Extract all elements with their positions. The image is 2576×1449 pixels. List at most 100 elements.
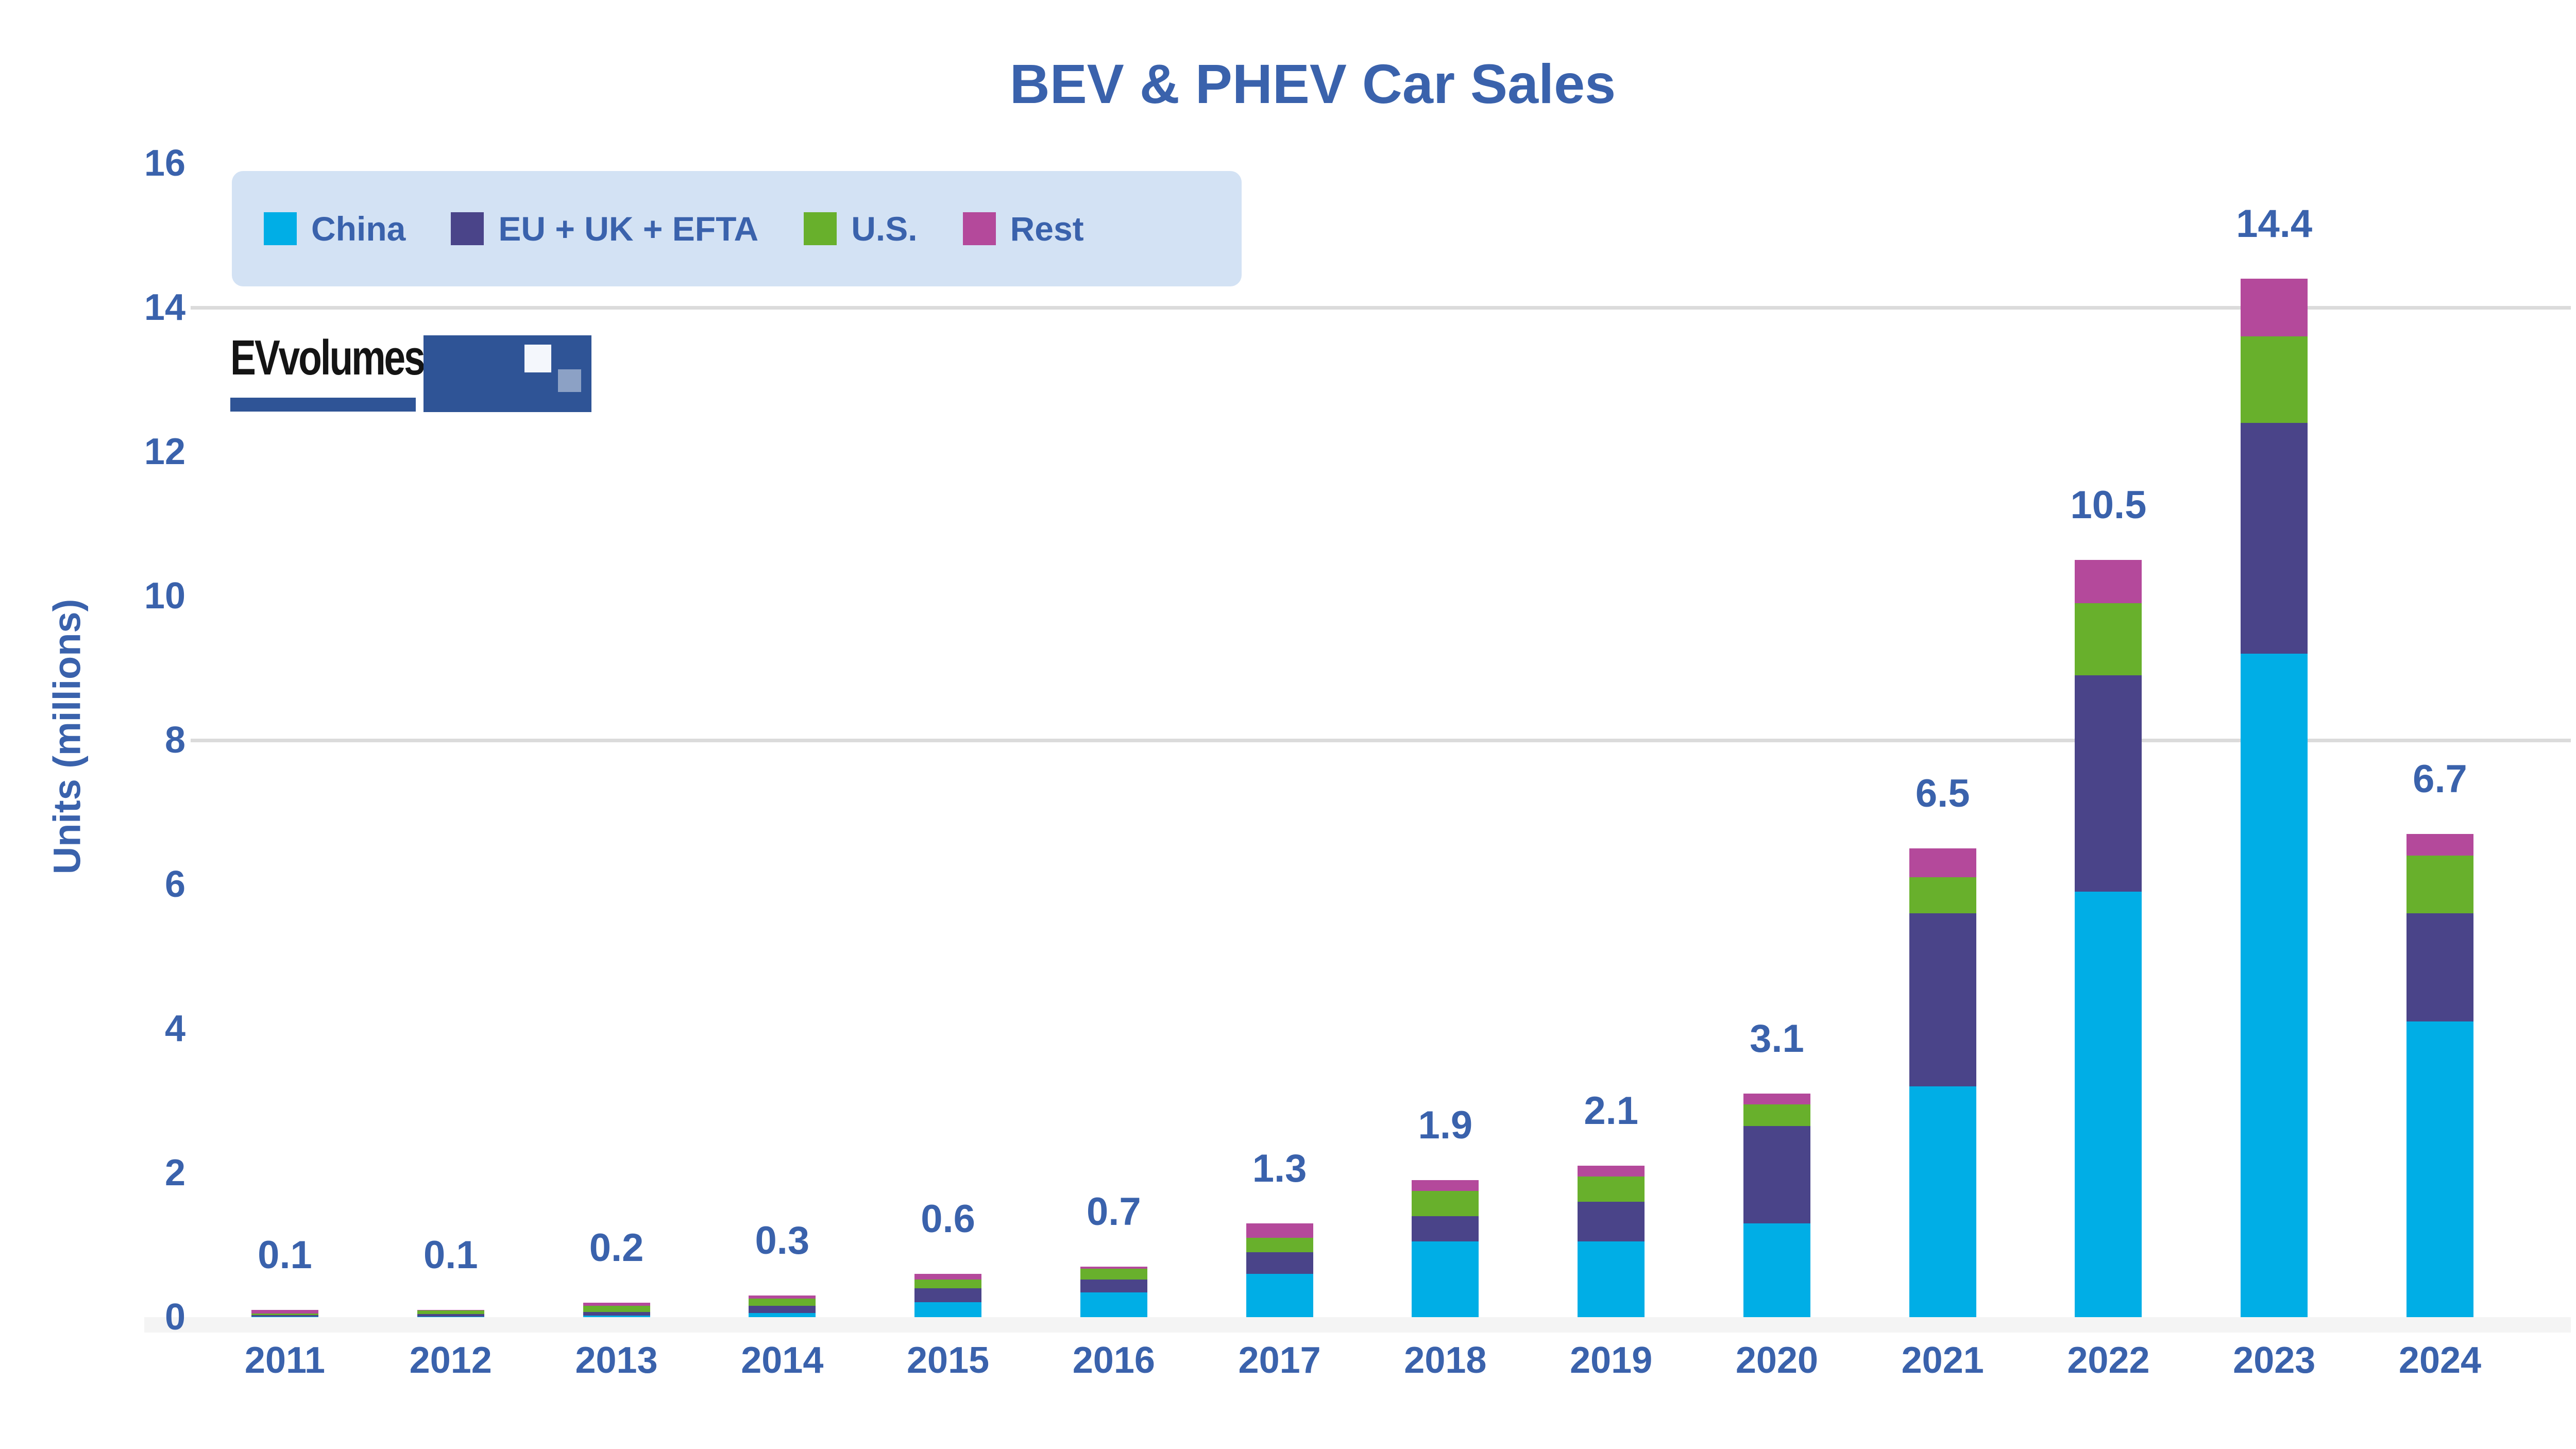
bar-2021-segment-rest [1909,848,1976,877]
bar-2013-segment-rest [583,1303,650,1306]
bar-2017-segment-u-s [1246,1238,1313,1252]
y-tick-label-14: 14 [144,287,185,328]
bar-2017-segment-rest [1246,1223,1313,1238]
x-tick-label-2022: 2022 [2067,1340,2150,1381]
bar-2022-segment-rest [2075,560,2142,603]
bar-2020-segment-u-s [1743,1104,1810,1126]
y-tick-label-8: 8 [164,720,185,761]
bar-2023-segment-china [2241,654,2308,1317]
legend-swatch-icon [451,212,484,245]
x-tick-label-2014: 2014 [741,1340,824,1381]
bar-2021-segment-china [1909,1086,1976,1317]
bar-total-label-2020: 3.1 [1750,1017,1804,1061]
legend-item-label: U.S. [851,210,918,248]
bar-2024-segment-eu-uk-efta [2406,913,2473,1021]
bar-2016-segment-u-s [1080,1269,1147,1280]
bar-2020-segment-rest [1743,1094,1810,1104]
bar-2017-segment-eu-uk-efta [1246,1252,1313,1274]
bar-2011-segment-eu-uk-efta [251,1315,318,1317]
bar-2024-segment-china [2406,1021,2473,1317]
bar-2022-segment-eu-uk-efta [2075,675,2142,892]
bar-2024-segment-rest [2406,834,2473,856]
x-axis-line [144,1317,2571,1333]
brand-logo-text: EVvolumes [230,330,426,385]
legend-item-label: China [311,210,406,248]
bar-2022-segment-u-s [2075,603,2142,675]
legend-swatch-icon [962,212,996,245]
x-tick-label-2019: 2019 [1570,1340,1653,1381]
legend-item-china: China [264,209,405,248]
bar-2016-segment-eu-uk-efta [1080,1280,1147,1293]
y-tick-label-0: 0 [164,1297,185,1338]
bar-2013-segment-china [583,1316,650,1317]
bar-total-label-2021: 6.5 [1915,772,1970,815]
y-tick-label-10: 10 [144,575,185,617]
legend-swatch-icon [804,212,837,245]
legend: China EU + UK + EFTA U.S. Rest [232,171,1242,286]
legend-swatch-icon [264,212,297,245]
x-tick-label-2017: 2017 [1238,1340,1321,1381]
x-tick-label-2016: 2016 [1072,1340,1155,1381]
bar-2012-segment-eu-uk-efta [417,1314,484,1317]
x-tick-label-2020: 2020 [1735,1340,1819,1381]
bar-2019-segment-rest [1578,1166,1645,1177]
bar-2020-segment-china [1743,1223,1810,1317]
legend-item-u-s: U.S. [804,209,918,248]
x-tick-label-2015: 2015 [906,1340,990,1381]
bar-2011-segment-rest [251,1310,318,1314]
bar-total-label-2019: 2.1 [1584,1089,1638,1133]
bar-2018-segment-china [1412,1241,1479,1317]
bar-2014-segment-u-s [749,1298,816,1306]
bar-2024-segment-u-s [2406,856,2473,913]
x-tick-label-2023: 2023 [2233,1340,2316,1381]
brand-logo-mark-icon [557,369,582,393]
bar-2022-segment-china [2075,892,2142,1317]
brand-logo-box [423,335,591,412]
chart-title: BEV & PHEV Car Sales [1009,53,1616,115]
bar-2014-segment-eu-uk-efta [749,1305,816,1313]
bar-2023-segment-eu-uk-efta [2241,423,2308,654]
bar-2015-segment-rest [914,1274,982,1280]
y-tick-label-12: 12 [144,431,185,472]
x-tick-label-2024: 2024 [2398,1340,2482,1381]
bar-2019-segment-china [1578,1241,1645,1317]
bar-2018-segment-eu-uk-efta [1412,1216,1479,1241]
bar-2014-segment-rest [749,1295,816,1299]
bar-2017-segment-china [1246,1274,1313,1317]
brand-logo-mark-icon [524,344,551,372]
bar-2023-segment-u-s [2241,336,2308,423]
bar-2013-segment-u-s [583,1305,650,1312]
bar-total-label-2018: 1.9 [1418,1103,1473,1147]
bar-total-label-2012: 0.1 [423,1233,478,1277]
bar-2023-segment-rest [2241,279,2308,336]
bar-2015-segment-eu-uk-efta [914,1288,982,1302]
bar-2018-segment-u-s [1412,1191,1479,1216]
plot-area: 0.1 0.1 0.2 0.3 0.6 0.7 1.3 1.9 2.1 3.1 6.5 10.5 14.… [191,163,2571,1317]
y-tick-label-2: 2 [164,1152,185,1194]
legend-item-rest: Rest [962,209,1084,248]
bar-2016-segment-rest [1080,1267,1147,1269]
bar-2021-segment-eu-uk-efta [1909,913,1976,1086]
y-tick-label-4: 4 [164,1008,185,1049]
bar-2012-segment-u-s [417,1310,484,1315]
legend-item-label: EU + UK + EFTA [498,210,759,248]
bar-2015-segment-china [914,1302,982,1317]
bar-total-label-2014: 0.3 [755,1219,810,1263]
gridline-14 [191,306,2571,310]
y-tick-label-16: 16 [144,143,185,184]
bar-2020-segment-eu-uk-efta [1743,1126,1810,1223]
legend-item-label: Rest [1010,210,1084,248]
bar-2013-segment-eu-uk-efta [583,1312,650,1316]
bar-total-label-2023: 14.4 [2236,202,2313,246]
x-tick-label-2018: 2018 [1404,1340,1487,1381]
bar-total-label-2016: 0.7 [1087,1190,1141,1234]
bar-total-label-2024: 6.7 [2413,757,2467,801]
y-tick-label-6: 6 [164,864,185,905]
bar-2021-segment-u-s [1909,877,1976,913]
x-tick-label-2011: 2011 [244,1340,326,1381]
x-tick-label-2013: 2013 [575,1340,658,1381]
gridline-8 [191,739,2571,742]
bar-total-label-2011: 0.1 [258,1233,312,1277]
bar-2016-segment-china [1080,1292,1147,1317]
bar-total-label-2017: 1.3 [1252,1147,1307,1190]
